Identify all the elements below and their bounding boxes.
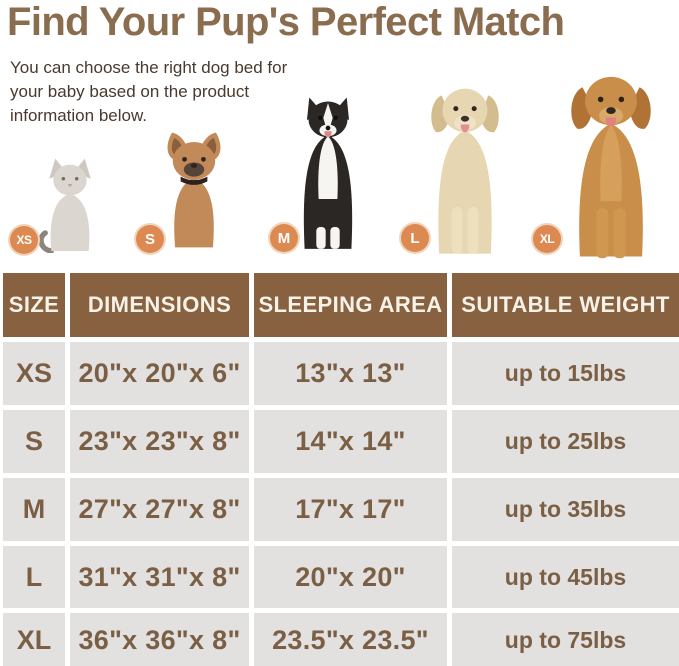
table-cell-sleeping-area: 23.5"x 23.5" (254, 613, 447, 666)
size-badge-m: M (270, 224, 298, 252)
size-badge-xs: XS (10, 226, 38, 254)
labrador-illustration (431, 88, 499, 254)
size-badge-xl: XL (533, 225, 561, 253)
table-cell-weight: up to 25lbs (452, 410, 679, 473)
subtitle-line: your baby based on the product (10, 82, 250, 101)
table-cell-size: XS (3, 342, 65, 405)
size-badge-l: L (401, 224, 429, 252)
french-bulldog-illustration (167, 132, 221, 248)
table-cell-sleeping-area: 13"x 13" (254, 342, 447, 405)
table-cell-weight: up to 35lbs (452, 478, 679, 541)
border-collie-illustration (303, 97, 353, 249)
golden-retriever-illustration (571, 76, 651, 259)
subtitle-line: information below. (10, 106, 148, 125)
table-cell-weight: up to 45lbs (452, 546, 679, 608)
border-collie-image (289, 94, 367, 254)
table-cell-dimensions: 27"x 27"x 8" (70, 478, 249, 541)
table-cell-dimensions: 36"x 36"x 8" (70, 613, 249, 666)
subtitle-line: You can choose the right dog bed for (10, 58, 288, 77)
page-title: Find Your Pup's Perfect Match (7, 0, 565, 44)
french-bulldog-image (154, 131, 234, 249)
table-cell-sleeping-area: 14"x 14" (254, 410, 447, 473)
table-cell-weight: up to 15lbs (452, 342, 679, 405)
subtitle: You can choose the right dog bed for you… (10, 56, 287, 128)
column-header-suitable-weight: SUITABLE WEIGHT (452, 273, 679, 337)
labrador-image (419, 82, 511, 257)
table-cell-size: M (3, 478, 65, 541)
table-cell-dimensions: 23"x 23"x 8" (70, 410, 249, 473)
table-cell-size: XL (3, 613, 65, 666)
table-cell-size: L (3, 546, 65, 608)
cat-image (36, 156, 104, 253)
table-cell-sleeping-area: 17"x 17" (254, 478, 447, 541)
column-header-size: SIZE (3, 273, 65, 337)
table-cell-weight: up to 75lbs (452, 613, 679, 666)
column-header-sleeping-area: SLEEPING AREA (254, 273, 447, 337)
table-cell-sleeping-area: 20"x 20" (254, 546, 447, 608)
size-badge-s: S (136, 225, 164, 253)
golden-retriever-image (553, 70, 669, 260)
table-cell-size: S (3, 410, 65, 473)
table-cell-dimensions: 20"x 20"x 6" (70, 342, 249, 405)
table-cell-dimensions: 31"x 31"x 8" (70, 546, 249, 608)
column-header-dimensions: DIMENSIONS (70, 273, 249, 337)
size-table: SIZE DIMENSIONS SLEEPING AREA SUITABLE W… (3, 273, 679, 666)
cat-illustration (38, 158, 91, 253)
